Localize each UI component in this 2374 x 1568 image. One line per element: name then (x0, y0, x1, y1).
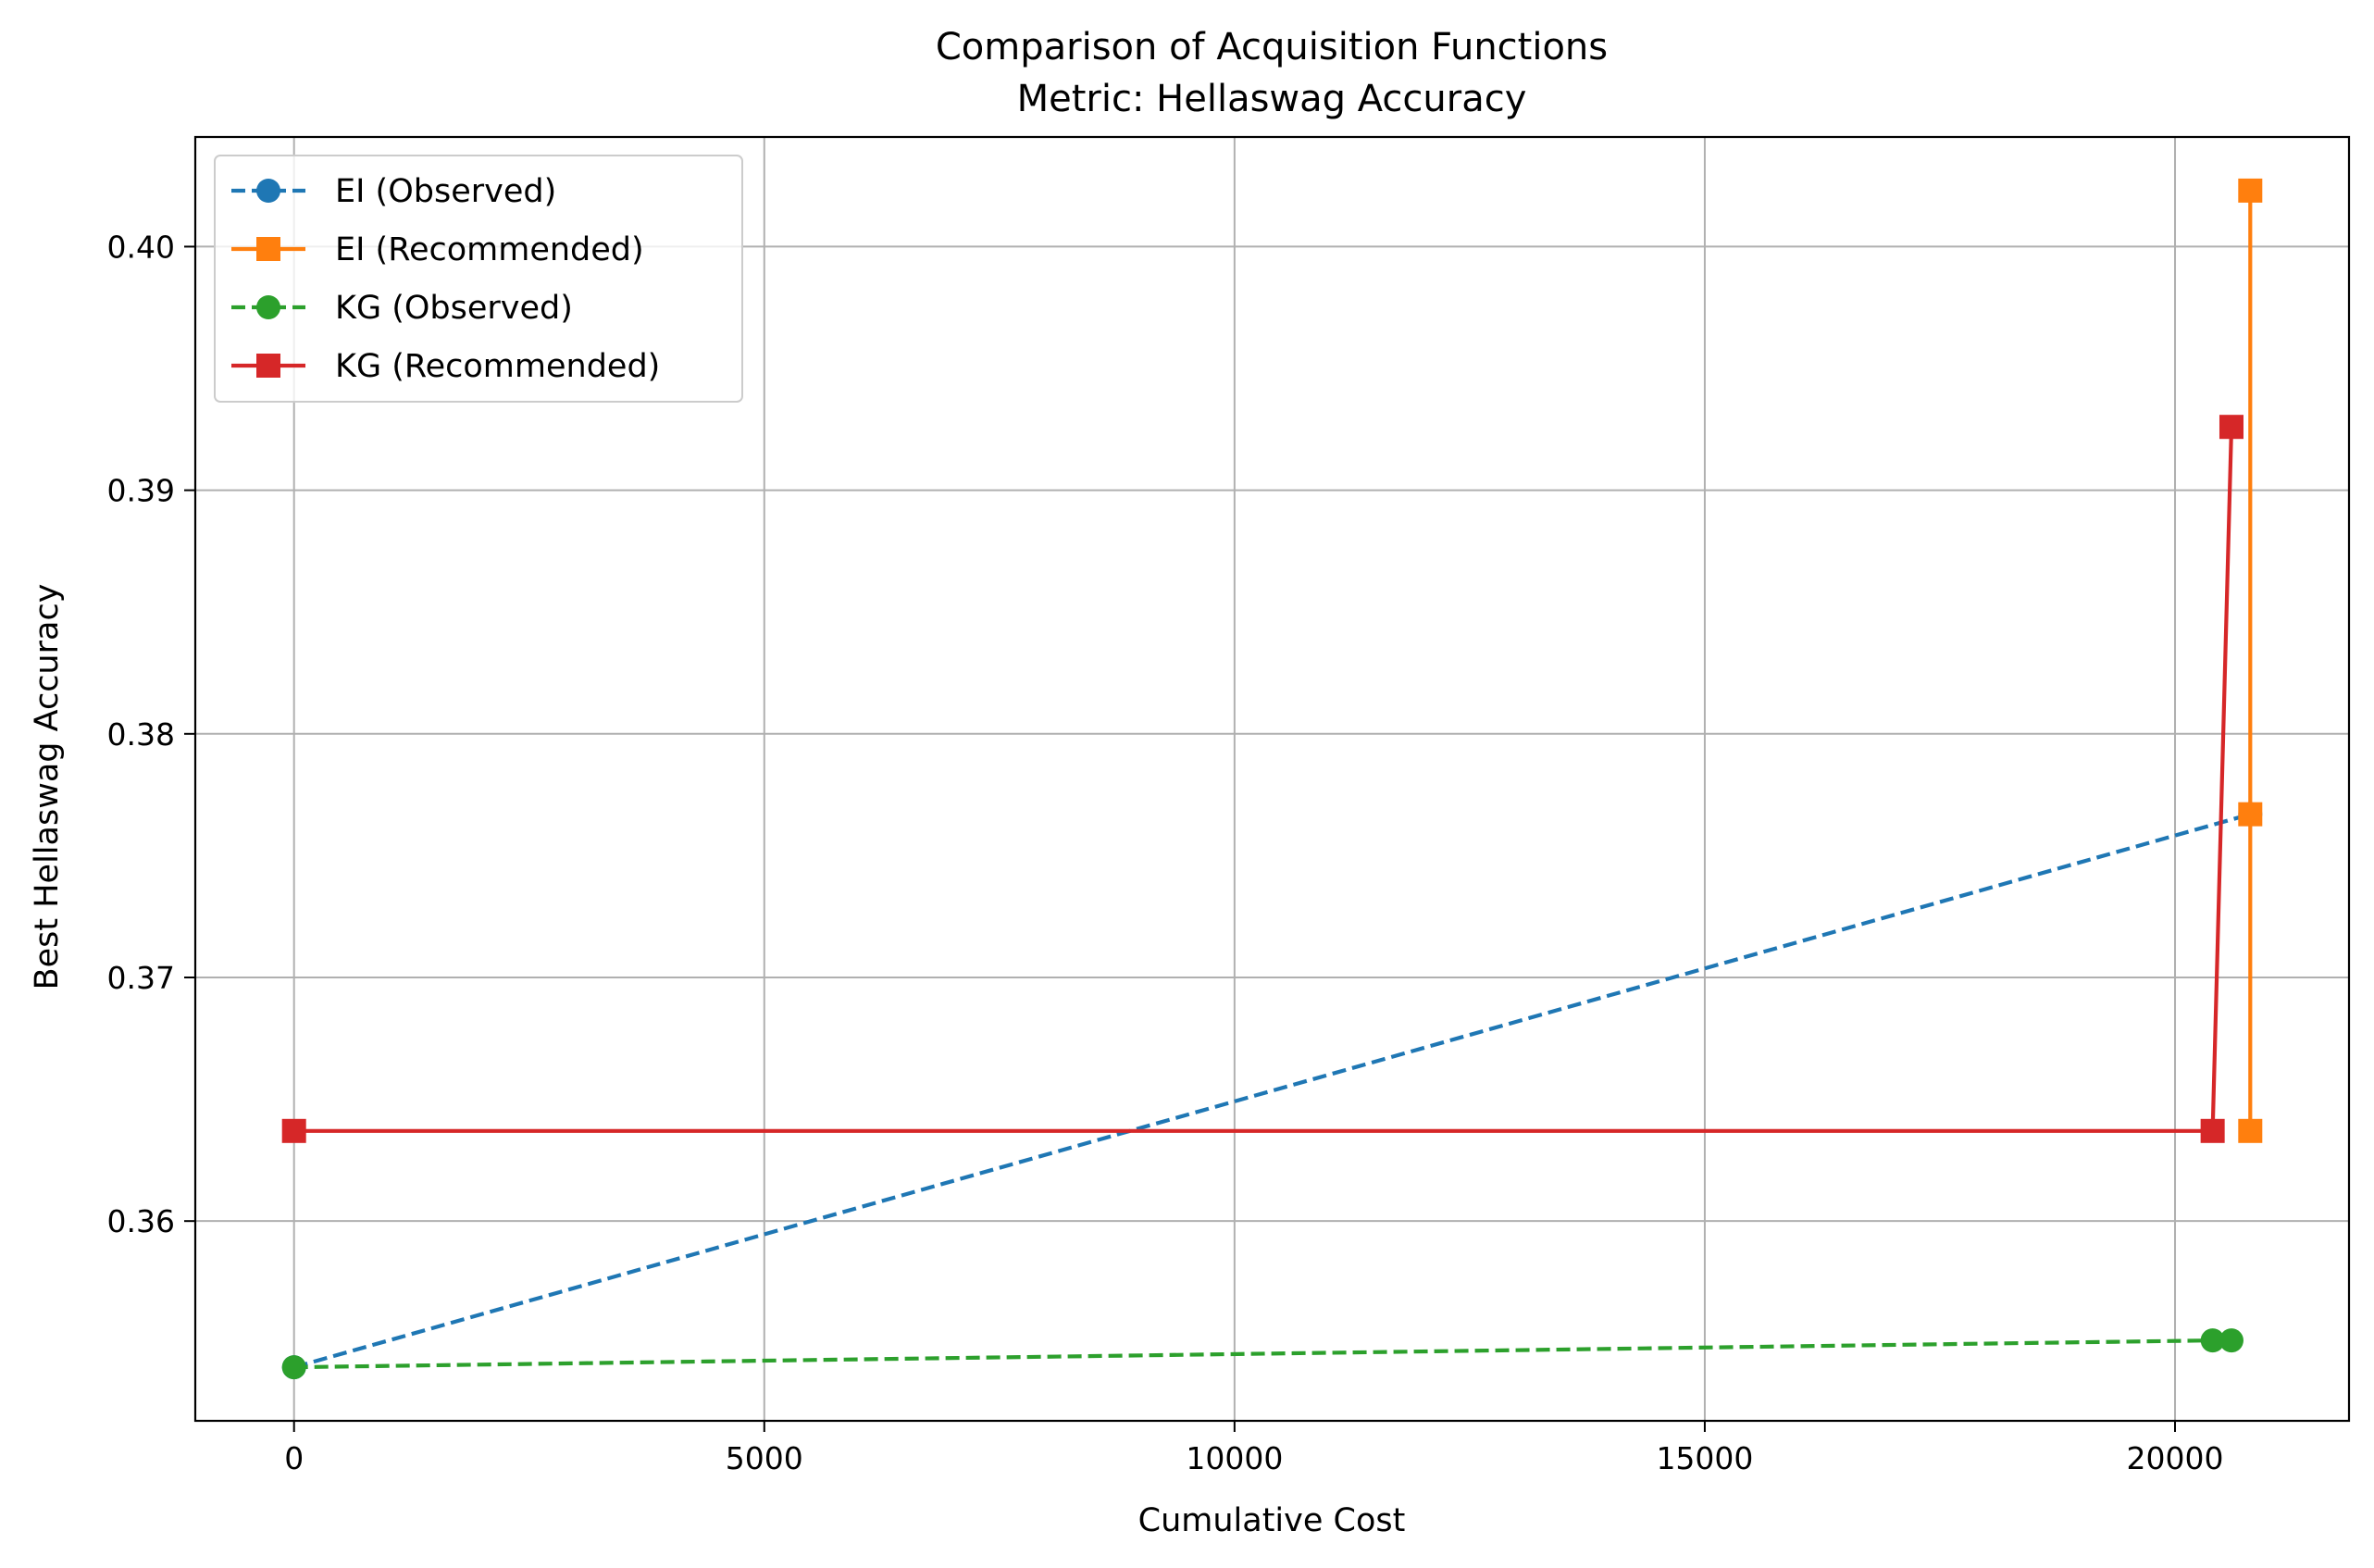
data-point (2200, 1118, 2225, 1143)
legend-label: EI (Observed) (335, 173, 556, 210)
data-point (2238, 178, 2263, 203)
y-tick-label: 0.36 (107, 1203, 175, 1239)
chart-title: Comparison of Acquisition Functions (936, 26, 1608, 68)
y-axis-ticks: 0.36 0.37 0.38 0.39 0.40 (107, 229, 195, 1239)
x-tick-label: 5000 (726, 1440, 803, 1476)
data-point (2200, 1328, 2225, 1353)
y-axis-label: Best Hellaswag Accuracy (29, 584, 66, 990)
x-tick-label: 15000 (1656, 1440, 1753, 1476)
plot-area (193, 135, 2351, 1423)
legend-marker (256, 295, 280, 319)
x-tick-label: 10000 (1186, 1440, 1283, 1476)
data-point (2238, 1118, 2263, 1143)
chart-subtitle: Metric: Hellaswag Accuracy (1017, 78, 1527, 120)
data-point (2219, 415, 2243, 440)
series-layer (281, 178, 2263, 1380)
legend-label: KG (Observed) (335, 290, 573, 327)
data-point (2238, 802, 2263, 827)
axes-frame (193, 135, 2351, 1423)
legend-marker (256, 237, 280, 261)
data-point (281, 1355, 306, 1380)
legend-marker (256, 354, 280, 378)
series-3 (281, 415, 2243, 1143)
grid (195, 137, 2349, 1421)
legend-label: KG (Recommended) (335, 348, 660, 385)
series-line (293, 812, 2251, 1370)
legend-marker (256, 179, 280, 203)
series-1 (2238, 178, 2263, 1143)
legend: EI (Observed) EI (Recommended) KG (Observe… (214, 155, 743, 403)
y-tick-label: 0.38 (107, 716, 175, 753)
y-tick-label: 0.40 (107, 229, 175, 265)
y-tick-label: 0.37 (107, 960, 175, 996)
y-tick-label: 0.39 (107, 473, 175, 509)
x-axis-ticks: 0 5000 10000 15000 20000 (284, 1421, 2224, 1476)
x-tick-label: 0 (284, 1440, 304, 1476)
series-2 (281, 1328, 2243, 1380)
data-point (281, 1118, 306, 1143)
legend-label: EI (Recommended) (335, 231, 644, 268)
x-axis-label: Cumulative Cost (1138, 1502, 1406, 1539)
data-point (2219, 1328, 2243, 1353)
x-tick-label: 20000 (2127, 1440, 2224, 1476)
legend-box (214, 155, 743, 403)
